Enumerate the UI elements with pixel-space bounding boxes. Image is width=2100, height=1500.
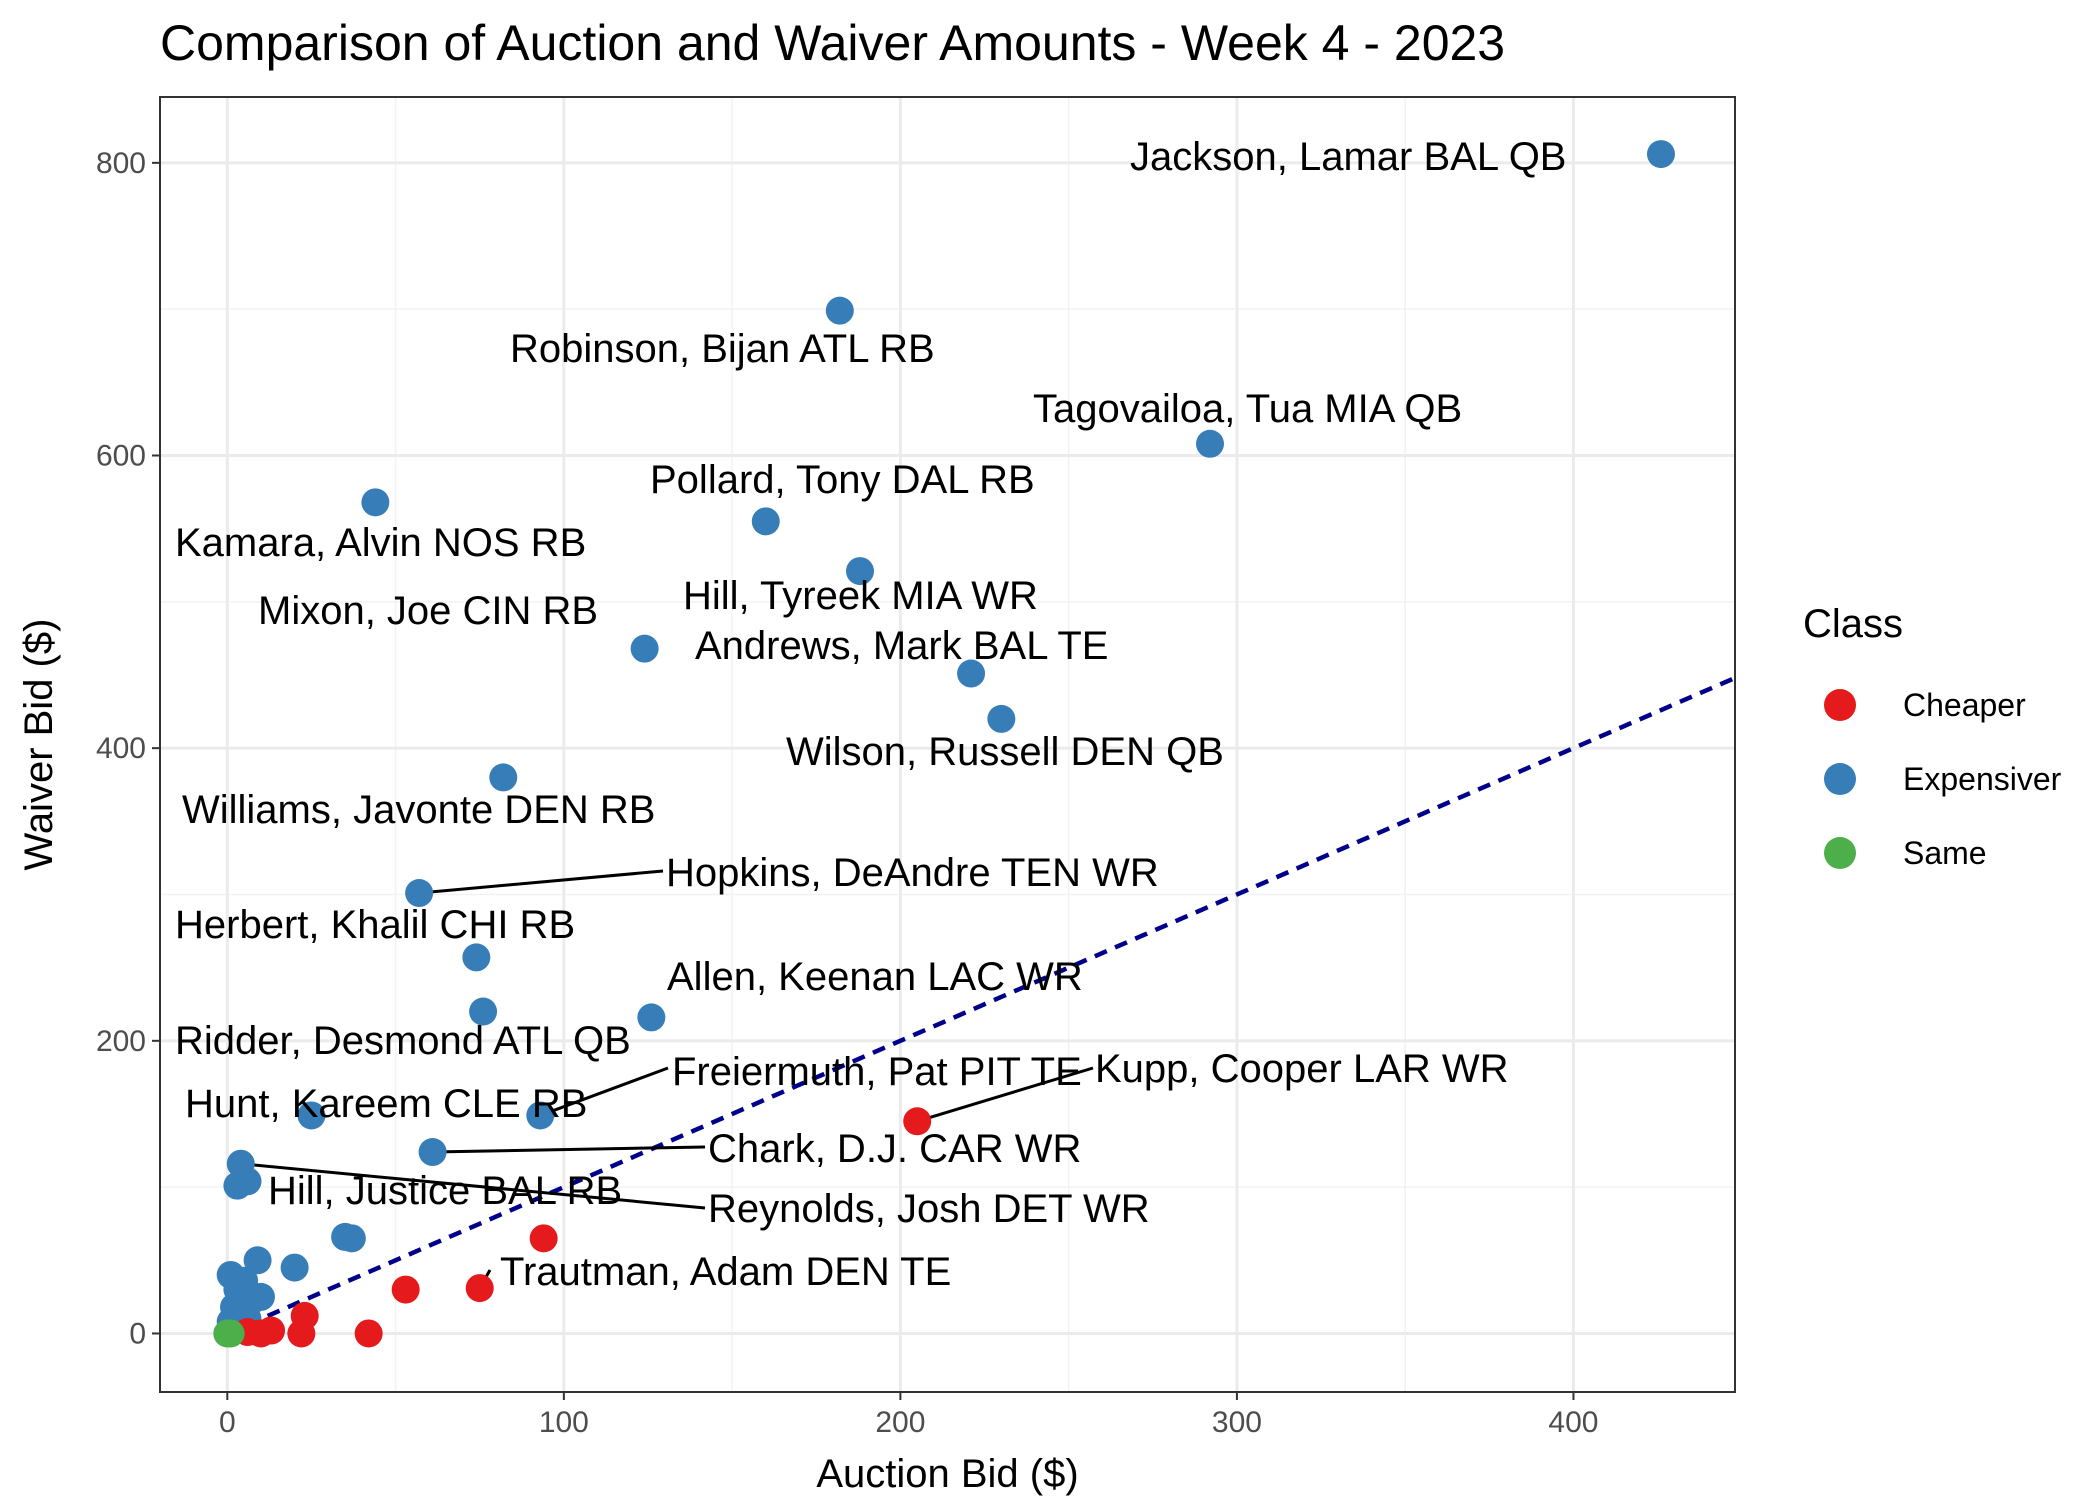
data-point — [391, 1275, 420, 1304]
point-label: Hill, Justice BAL RB — [268, 1169, 622, 1213]
data-point — [280, 1253, 309, 1282]
point-label: Hunt, Kareem CLE RB — [185, 1082, 587, 1126]
x-axis-title: Auction Bid ($) — [816, 1452, 1078, 1496]
legend-key — [1824, 837, 1856, 869]
data-point — [226, 1149, 255, 1178]
x-tick-label: 200 — [875, 1406, 925, 1439]
point-label: Freiermuth, Pat PIT TE — [672, 1050, 1082, 1094]
reference-line — [226, 675, 1735, 1336]
point-label: Tagovailoa, Tua MIA QB — [1033, 387, 1462, 431]
data-point — [469, 997, 498, 1026]
data-point — [526, 1101, 555, 1130]
y-tick-label: 400 — [96, 732, 146, 765]
point-label: Andrews, Mark BAL TE — [695, 624, 1108, 668]
data-point — [987, 704, 1016, 733]
point-label: Hopkins, DeAndre TEN WR — [666, 851, 1159, 895]
point-label: Mixon, Joe CIN RB — [258, 589, 598, 633]
plot-area: 0 100 200 300 400 0 200 400 600 800 Jackson, Lamar… — [96, 96, 1736, 1439]
label-leader-line — [240, 1162, 706, 1210]
legend-title: Class — [1803, 602, 1903, 646]
chart-title: Comparison of Auction and Waiver Amounts… — [160, 15, 1505, 71]
data-point — [331, 1222, 360, 1251]
point-label: Hill, Tyreek MIA WR — [683, 574, 1038, 618]
point-label: Kamara, Alvin NOS RB — [175, 521, 586, 565]
point-label: Kupp, Cooper LAR WR — [1095, 1047, 1509, 1091]
point-label: Pollard, Tony DAL RB — [650, 458, 1035, 502]
point-label: Chark, D.J. CAR WR — [708, 1127, 1081, 1171]
panel-border — [159, 96, 1736, 1393]
data-point — [1196, 429, 1224, 458]
x-tick-label: 100 — [539, 1406, 589, 1439]
point-label: Wilson, Russell DEN QB — [786, 730, 1224, 774]
data-point — [825, 296, 854, 325]
data-point — [465, 1274, 494, 1303]
legend-key — [1824, 763, 1856, 795]
data-point — [637, 1003, 666, 1032]
legend-key — [1824, 689, 1856, 721]
label-leader-line — [418, 869, 664, 895]
data-point — [630, 634, 659, 663]
data-point — [297, 1101, 326, 1130]
data-point — [751, 507, 780, 536]
data-point — [903, 1107, 932, 1136]
data-point — [287, 1319, 316, 1348]
panel-background — [160, 97, 1735, 1392]
data-point — [418, 1138, 447, 1167]
x-tick-label: 0 — [219, 1406, 236, 1439]
legend-label: Same — [1903, 835, 1987, 871]
y-tick-label: 600 — [96, 440, 146, 473]
label-leader-line — [539, 1066, 669, 1117]
point-label: Ridder, Desmond ATL QB — [175, 1019, 631, 1063]
point-label: Herbert, Khalil CHI RB — [175, 903, 575, 947]
data-point — [529, 1224, 558, 1253]
label-leader-line — [916, 1066, 1094, 1123]
point-label: Robinson, Bijan ATL RB — [510, 327, 935, 371]
data-point — [846, 557, 874, 586]
point-label: Allen, Keenan LAC WR — [667, 955, 1083, 999]
data-point — [243, 1246, 272, 1275]
y-tick-label: 200 — [96, 1025, 146, 1058]
legend: Class Cheaper Expensiver Same — [1803, 602, 2062, 871]
y-axis-title: Waiver Bid ($) — [17, 619, 61, 871]
point-label: Trautman, Adam DEN TE — [500, 1250, 951, 1294]
data-point — [354, 1319, 383, 1348]
y-tick-label: 800 — [96, 147, 146, 180]
legend-label: Expensiver — [1903, 761, 2062, 797]
data-point — [462, 943, 491, 972]
data-point — [213, 1319, 242, 1348]
data-point — [223, 1171, 252, 1200]
data-point — [957, 659, 986, 688]
x-tick-label: 300 — [1212, 1406, 1262, 1439]
data-point — [489, 763, 518, 792]
x-tick-label: 400 — [1548, 1406, 1598, 1439]
data-point — [361, 488, 390, 517]
legend-label: Cheaper — [1903, 687, 2026, 723]
point-label: Jackson, Lamar BAL QB — [1130, 135, 1566, 179]
point-label: Williams, Javonte DEN RB — [182, 788, 655, 832]
data-point — [1646, 140, 1675, 169]
label-leader-line — [432, 1145, 706, 1154]
data-point — [405, 879, 434, 908]
point-label: Reynolds, Josh DET WR — [708, 1187, 1150, 1231]
y-tick-label: 0 — [129, 1317, 146, 1350]
